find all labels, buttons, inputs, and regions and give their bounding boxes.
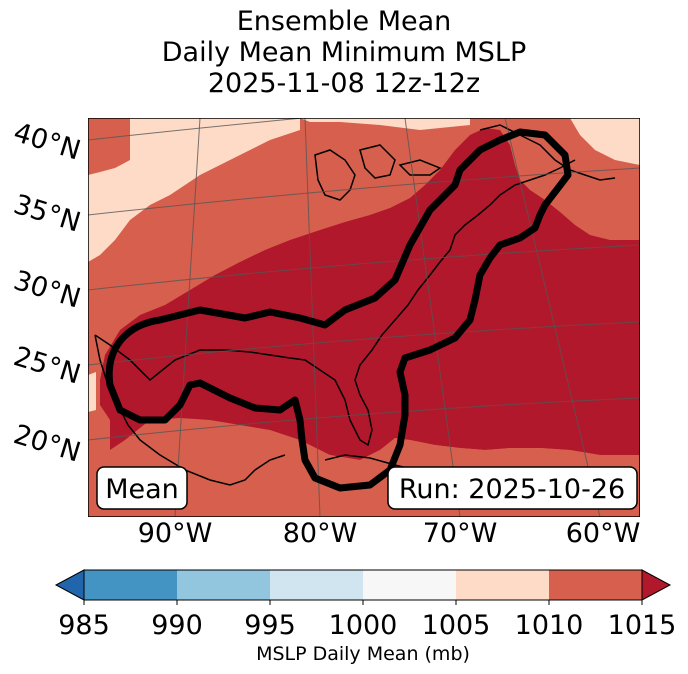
colorbar-swatch-1010-1015 xyxy=(549,570,642,600)
parallel-20n xyxy=(88,397,640,441)
coastline-canada xyxy=(479,124,616,181)
mean-box: Mean xyxy=(96,466,188,510)
longitude-labels: 90°W 80°W 70°W 60°W xyxy=(138,518,641,549)
mslp-contour xyxy=(105,128,572,492)
field-1005-1010-northeast xyxy=(570,118,640,165)
map-panel xyxy=(88,118,640,517)
colorbar-swatch-1005-1010 xyxy=(456,570,549,600)
tick-label-1015: 1015 xyxy=(608,610,677,641)
lat-label-20n: 20°N xyxy=(10,419,84,469)
lat-label-30n: 30°N xyxy=(10,265,84,315)
map-title: Ensemble Mean Daily Mean Minimum MSLP 20… xyxy=(0,6,688,99)
latitude-labels: 40°N 35°N 30°N 25°N 20°N xyxy=(10,117,84,469)
lat-label-40n: 40°N xyxy=(10,117,84,167)
meridian-80w xyxy=(304,118,321,517)
coastline-east-us xyxy=(94,159,576,447)
colorbar-label: MSLP Daily Mean (mb) xyxy=(256,643,470,665)
tick-label-990: 990 xyxy=(151,610,203,641)
title-line-1: Ensemble Mean xyxy=(236,6,452,37)
coastline-great-lakes xyxy=(314,144,442,201)
title-line-3: 2025-11-08 12z-12z xyxy=(207,68,481,99)
colorbar-swatch-985-990 xyxy=(84,570,177,600)
lon-label-70w: 70°W xyxy=(423,518,498,549)
colorbar-swatch-1000-1005 xyxy=(363,570,456,600)
parallel-35n xyxy=(88,167,640,216)
tick-label-1000: 1000 xyxy=(329,610,398,641)
lat-label-35n: 35°N xyxy=(10,189,84,239)
title-line-2: Daily Mean Minimum MSLP xyxy=(161,37,527,68)
parallel-30n xyxy=(88,244,640,291)
field-1005-1010-west xyxy=(88,372,96,412)
field-1005-1010-northwest xyxy=(88,118,300,262)
colorbar: 985 990 995 1000 1005 1010 1015 MSLP Dai… xyxy=(54,569,677,665)
field-above-1015 xyxy=(100,128,640,460)
tick-label-1005: 1005 xyxy=(422,610,491,641)
parallel-25n xyxy=(88,321,640,366)
meridian-90w xyxy=(174,118,201,517)
lon-label-60w: 60°W xyxy=(566,518,641,549)
mean-box-text: Mean xyxy=(105,474,179,505)
colorbar-ticks xyxy=(83,600,643,605)
colorbar-swatch-995-1000 xyxy=(270,570,363,600)
colorbar-over-triangle xyxy=(641,569,672,601)
lon-label-80w: 80°W xyxy=(283,518,358,549)
tick-label-985: 985 xyxy=(58,610,110,641)
run-box: Run: 2025-10-26 xyxy=(387,466,638,510)
field-1005-1010-north xyxy=(300,118,470,130)
meridian-70w xyxy=(404,118,461,517)
colorbar-swatch-990-995 xyxy=(177,570,270,600)
tick-label-1010: 1010 xyxy=(515,610,584,641)
parallel-40n xyxy=(88,118,309,141)
run-box-text: Run: 2025-10-26 xyxy=(399,474,625,505)
tick-label-995: 995 xyxy=(244,610,296,641)
lat-label-25n: 25°N xyxy=(10,341,84,391)
graticule xyxy=(88,118,640,517)
lon-label-90w: 90°W xyxy=(138,518,213,549)
colorbar-under-triangle xyxy=(54,569,85,601)
meridian-60w xyxy=(504,118,601,517)
